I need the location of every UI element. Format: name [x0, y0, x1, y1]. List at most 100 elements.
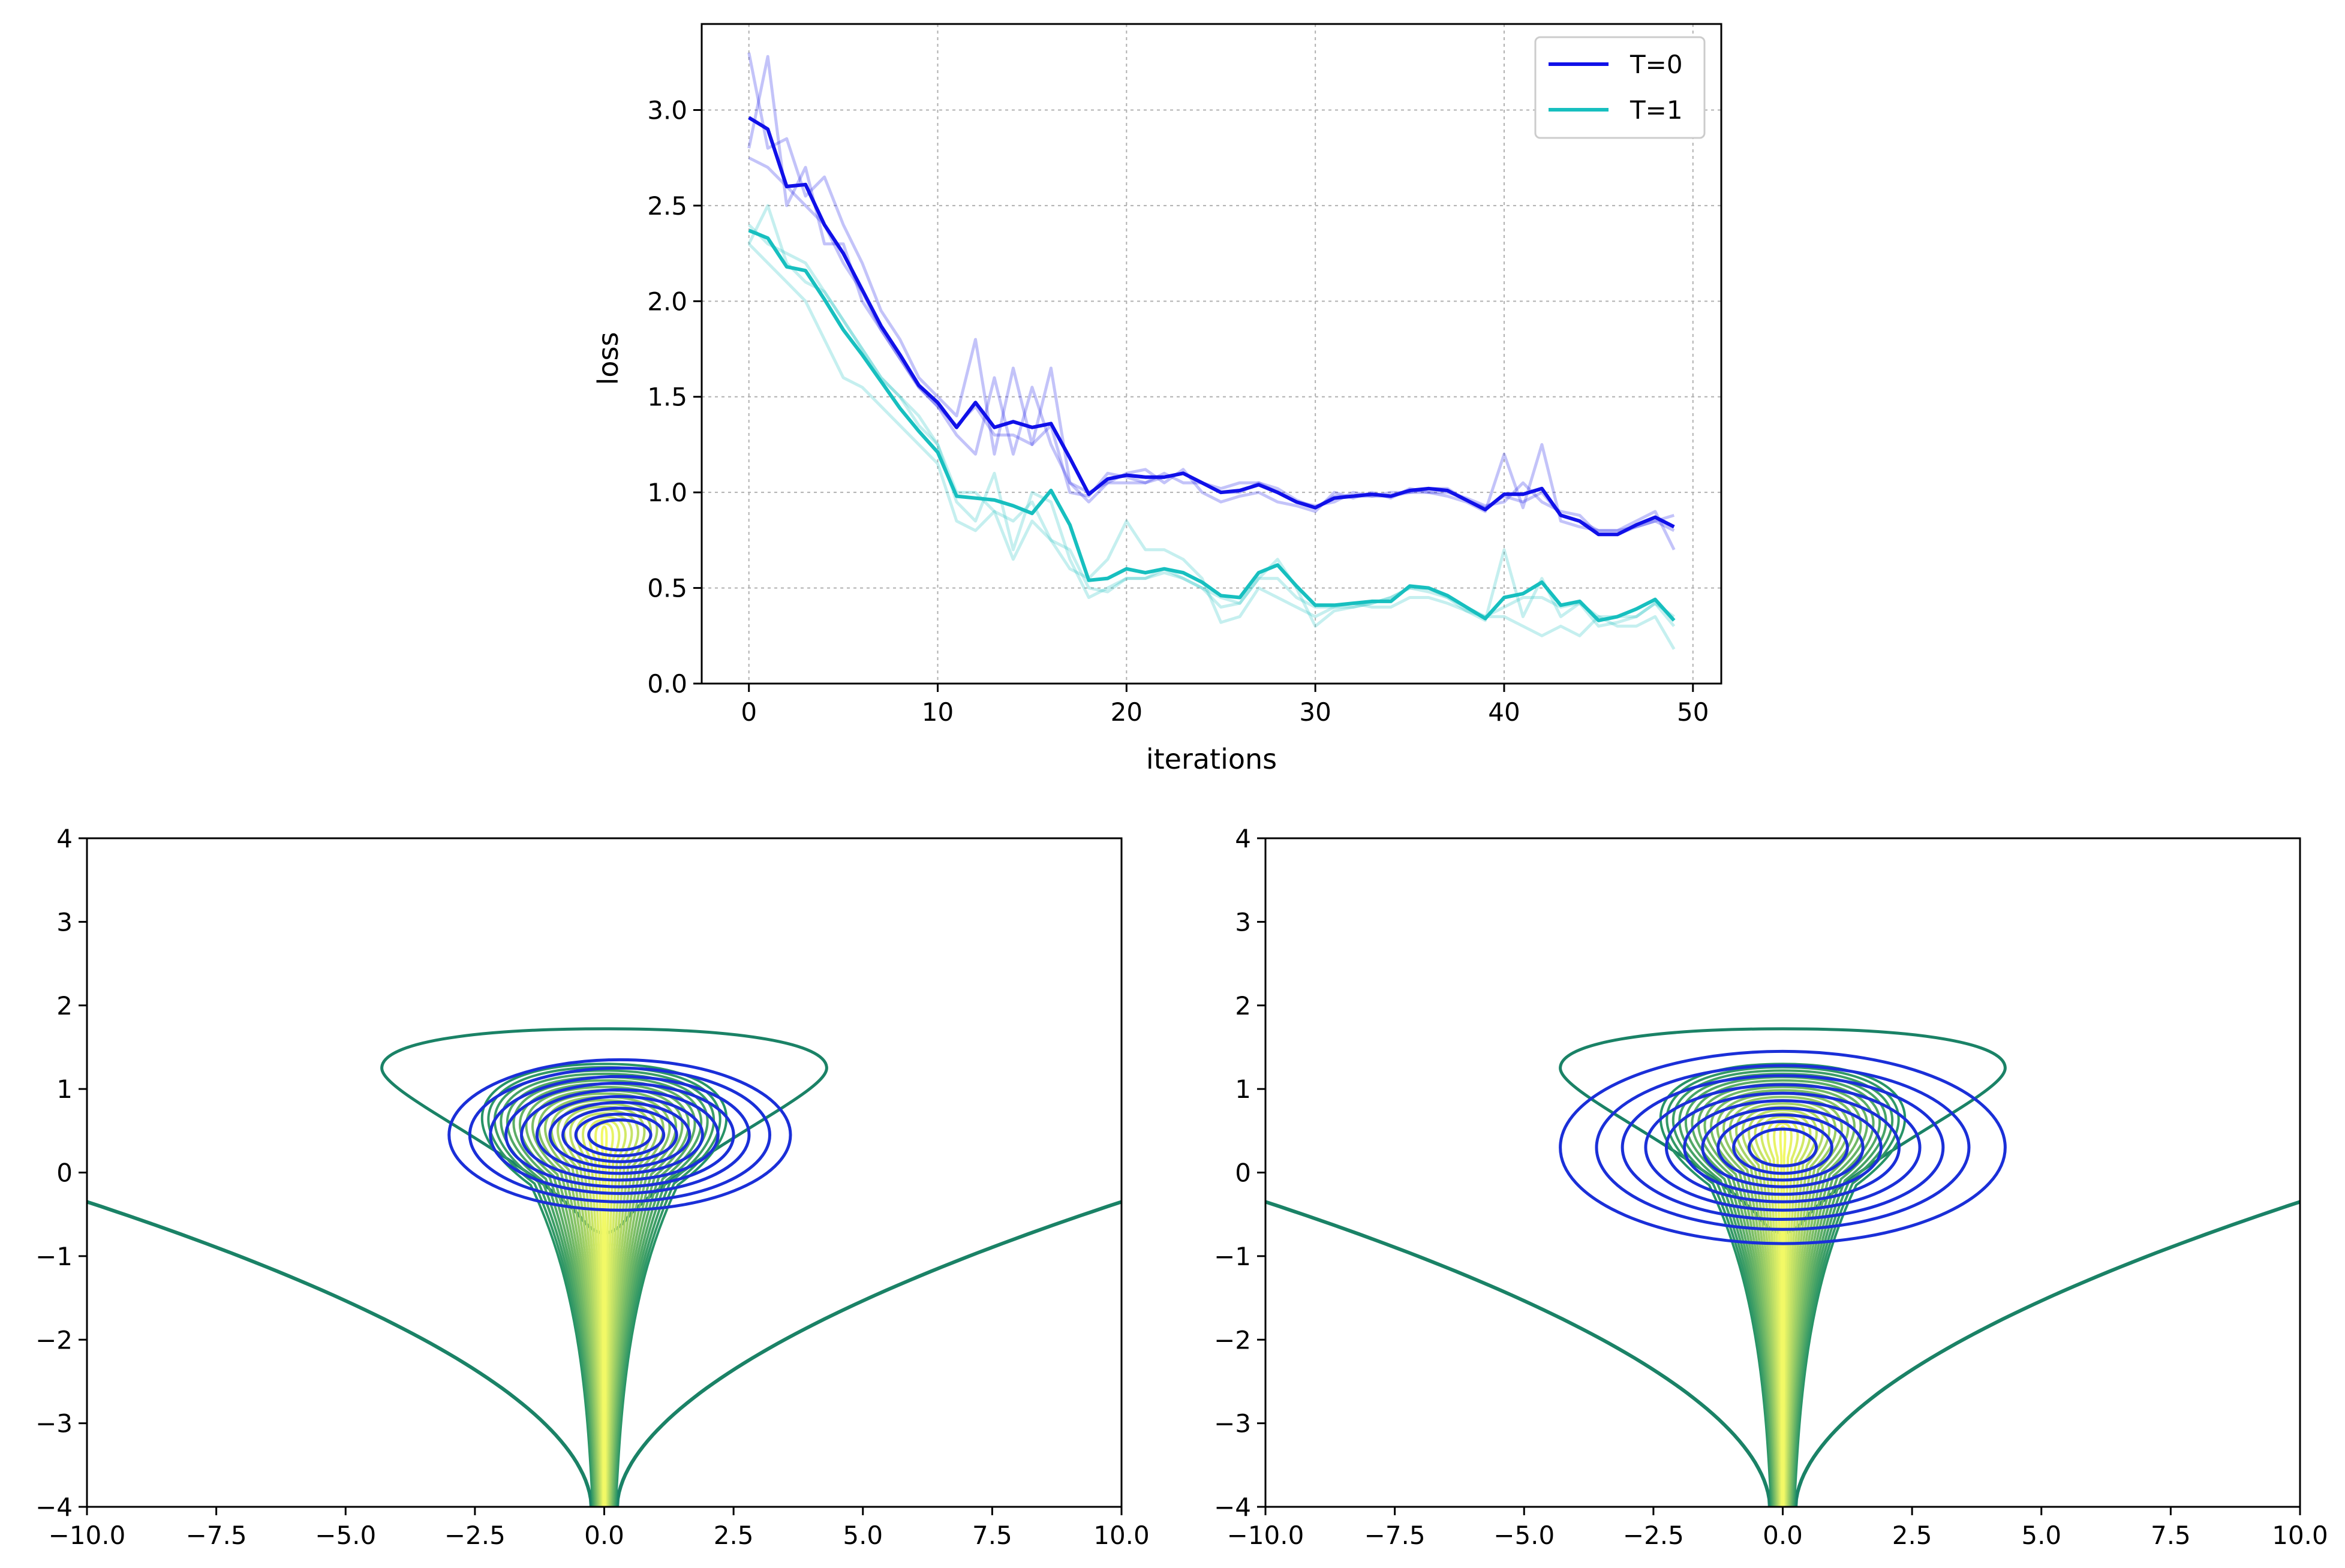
contour-right-target-contour-18: [1773, 1122, 1793, 1507]
loss-xtick-label-0: 0: [741, 697, 757, 727]
contour-right-ytick-label-4: 0: [1235, 1158, 1251, 1188]
contour-right-target-contour-17: [1766, 1118, 1799, 1507]
contour-left-ytick-label-1: −3: [35, 1409, 73, 1438]
contour-right-target-contour-5: [1691, 1079, 1875, 1507]
contour-right-approx-ellipse-2: [1621, 1074, 1945, 1221]
contour-right-approx-ellipse-3: [1644, 1083, 1922, 1212]
loss-ytick-label-1: 0.5: [647, 574, 687, 603]
contour-left-approx-ellipse-8: [574, 1112, 666, 1158]
contour-left-approx-ellipse-6: [548, 1100, 692, 1169]
contour-left-target-contour-4: [506, 1076, 703, 1507]
contour-right-ytick-label-0: −4: [1214, 1492, 1251, 1522]
contour-left-xtick-label-6: 5.0: [843, 1521, 883, 1550]
contour-right-xtick-label-4: 0.0: [1763, 1521, 1803, 1550]
contour-left-approx-ellipse-0: [447, 1058, 792, 1212]
loss-xtick-label-5: 50: [1677, 697, 1709, 727]
contour-left-xtick-label-0: −10.0: [49, 1521, 126, 1550]
loss-axes-frame: [701, 23, 1722, 685]
contour-right-ytick-label-8: 4: [1235, 824, 1251, 853]
contour-right-target-contour-3: [1678, 1072, 1887, 1507]
contour-right-approx-ellipse-5: [1683, 1099, 1883, 1196]
contour-right-xtick-label-3: −2.5: [1623, 1521, 1684, 1550]
contour-left-ytick-label-8: 4: [56, 824, 73, 853]
loss-xtick-label-3: 30: [1299, 697, 1331, 727]
legend-label-t0: T=0: [1630, 50, 1683, 79]
legend-label-t1: T=1: [1630, 95, 1683, 125]
contour-right-xtick-label-7: 7.5: [2151, 1521, 2191, 1550]
contour-right-xtick-label-1: −7.5: [1364, 1521, 1426, 1550]
contour-left-target-contour-11: [550, 1098, 659, 1507]
contour-right-lines: [1265, 1027, 2300, 1507]
loss-chart: 0 10 20 30 40 50 0.0 0.5 1.0 1.5 2.0 2.5 3.0 iterati…: [592, 23, 1722, 775]
loss-xtick-label-2: 20: [1111, 697, 1143, 727]
contour-right-approx-ellipse-4: [1664, 1091, 1901, 1203]
contour-left-target-branch-right: [615, 1200, 1122, 1507]
contour-right-ytick-label-1: −3: [1214, 1409, 1251, 1438]
contour-left-approx-ellipse-5: [535, 1095, 704, 1175]
faint-run-2: [747, 52, 1676, 550]
contour-right-ytick-label-2: −2: [1214, 1325, 1251, 1355]
contour-right-ytick-label-3: −1: [1214, 1242, 1251, 1271]
contour-right-target-contour-19: [1779, 1125, 1787, 1507]
contour-left-ytick-label-4: 0: [56, 1158, 73, 1188]
contour-right-target-contour-10: [1722, 1096, 1843, 1507]
contour-left-ytick-label-3: −1: [35, 1242, 73, 1271]
contour-left-ytick-label-5: 1: [56, 1075, 73, 1104]
contour-right-approx-ellipse-7: [1716, 1113, 1849, 1182]
contour-right-xtick-label-2: −5.0: [1493, 1521, 1555, 1550]
contour-right-target-branch-left: [1265, 1200, 1772, 1507]
contour-right-ticks: −10.0 −7.5 −5.0 −2.5 0.0 2.5 5.0 7.5 10.0 −4 −3 −2 −…: [1214, 824, 2328, 1550]
contour-left-target-contour-13: [563, 1105, 646, 1507]
faint-run-6: [747, 242, 1676, 650]
contour-left-ytick-label-2: −2: [35, 1325, 73, 1355]
series-1: [748, 228, 1676, 622]
contour-left-target-contour-1: [487, 1066, 721, 1507]
series-0: [748, 116, 1675, 537]
contour-left-xtick-label-1: −7.5: [186, 1521, 247, 1550]
contour-left-target-contour-10: [544, 1096, 665, 1507]
contour-left-approx-ellipse-3: [504, 1081, 735, 1188]
contour-right-xtick-label-6: 5.0: [2021, 1521, 2061, 1550]
legend: T=0 T=1: [1534, 36, 1706, 139]
loss-xtick-label-4: 40: [1488, 697, 1520, 727]
loss-ytick-label-0: 0.0: [647, 669, 687, 699]
contour-right-approx-ellipse-9: [1747, 1127, 1818, 1167]
loss-xtick-label-1: 10: [922, 697, 954, 727]
contour-chart-right: −10.0 −7.5 −5.0 −2.5 0.0 2.5 5.0 7.5 10.0 −4 −3 −2 −…: [1214, 824, 2328, 1550]
faint-run-4: [748, 156, 1675, 532]
contour-left-target-contour-0: [481, 1063, 727, 1507]
contour-right-ytick-label-5: 1: [1235, 1075, 1251, 1104]
contour-left-target-branch-left: [87, 1200, 593, 1507]
contour-right-target-contour-6: [1697, 1082, 1869, 1507]
contour-right-target-contour-11: [1728, 1098, 1837, 1507]
contour-left-approx-ellipse-1: [468, 1066, 771, 1203]
contour-left-xtick-label-3: −2.5: [444, 1521, 506, 1550]
contour-left-approx-ellipse-7: [561, 1106, 678, 1163]
contour-left-target-contour-2: [493, 1069, 715, 1507]
contour-right-ytick-label-6: 2: [1235, 991, 1251, 1021]
contour-right-target-contour-12: [1735, 1102, 1830, 1507]
contour-right-approx-ellipse-0: [1559, 1049, 2007, 1245]
contour-chart-left: −10.0 −7.5 −5.0 −2.5 0.0 2.5 5.0 7.5 10.0 −4 −3 −2 −…: [35, 824, 1150, 1550]
contour-right-target-contour-0: [1659, 1063, 1906, 1507]
contour-left-ytick-label-6: 2: [56, 991, 73, 1021]
contour-right-target-contour-7: [1703, 1085, 1862, 1507]
contour-left-xtick-label-2: −5.0: [315, 1521, 376, 1550]
contour-left-xtick-label-5: 2.5: [714, 1521, 754, 1550]
loss-lines: [747, 52, 1676, 650]
contour-left-approx-ellipse-9: [587, 1118, 653, 1152]
contour-right-target-contour-9: [1716, 1092, 1850, 1507]
loss-ytick-label-4: 2.0: [647, 287, 687, 316]
contour-left-ticks: −10.0 −7.5 −5.0 −2.5 0.0 2.5 5.0 7.5 10.0 −4 −3 −2 −…: [35, 824, 1150, 1550]
contour-left-target-contour-19: [600, 1125, 608, 1507]
contour-left-approx-ellipse-4: [520, 1088, 720, 1182]
contour-right-target-contour-16: [1760, 1115, 1805, 1507]
contour-right-xtick-label-8: 10.0: [2272, 1521, 2328, 1550]
loss-ylabel: loss: [592, 332, 624, 386]
loss-ytick-label-6: 3.0: [647, 95, 687, 125]
loss-ytick-label-3: 1.5: [647, 383, 687, 412]
contour-left-xtick-label-8: 10.0: [1093, 1521, 1150, 1550]
contour-left-lines: [87, 1027, 1122, 1507]
contour-right-approx-ellipse-8: [1732, 1119, 1833, 1175]
